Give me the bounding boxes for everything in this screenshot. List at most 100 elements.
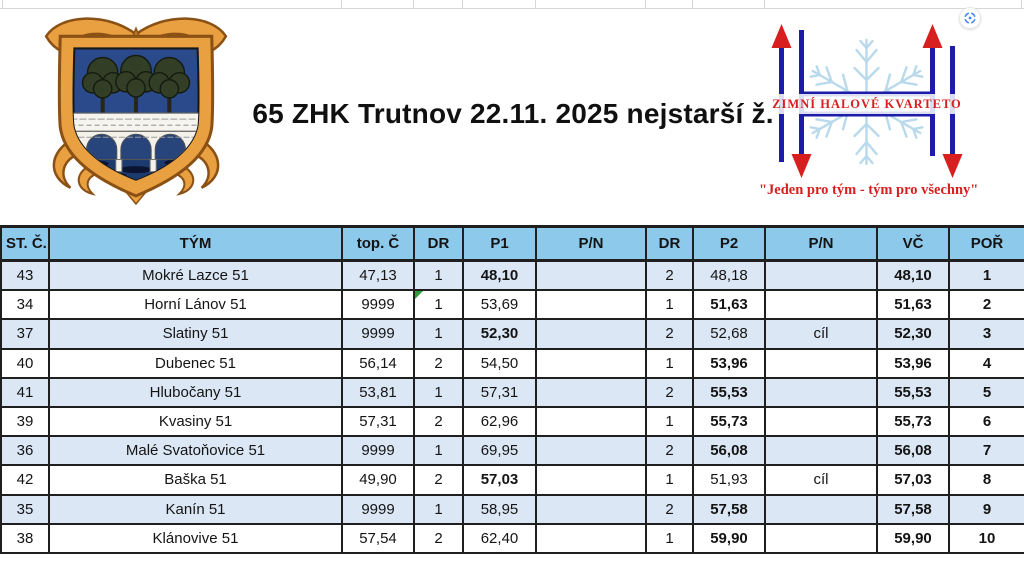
cell-p2[interactable]: 55,53 — [692, 376, 766, 408]
cell-pn1[interactable] — [535, 376, 647, 408]
cell-rank[interactable]: 7 — [948, 435, 1024, 467]
col-header-pn1[interactable]: P/N — [535, 225, 647, 262]
cell-pn2[interactable]: cíl — [764, 318, 878, 350]
cell-p1[interactable]: 62,40 — [462, 522, 537, 554]
cell-rank[interactable]: 2 — [948, 289, 1024, 321]
cell-dr2[interactable]: 1 — [645, 464, 694, 496]
cell-top-time[interactable]: 9999 — [341, 289, 415, 321]
cell-pn1[interactable] — [535, 289, 647, 321]
cell-pn2[interactable] — [764, 522, 878, 554]
cell-dr2[interactable]: 2 — [645, 493, 694, 525]
col-header-best-time[interactable]: VČ — [876, 225, 950, 262]
cell-start-number[interactable]: 38 — [0, 522, 50, 554]
cell-dr2[interactable]: 2 — [645, 259, 694, 292]
cell-pn1[interactable] — [535, 405, 647, 438]
cell-p2[interactable]: 56,08 — [692, 435, 766, 467]
cell-start-number[interactable]: 34 — [0, 289, 50, 321]
cell-dr2[interactable]: 2 — [645, 435, 694, 467]
cell-p2[interactable]: 48,18 — [692, 259, 766, 292]
cell-pn2[interactable] — [764, 347, 878, 379]
cell-top-time[interactable]: 57,54 — [341, 522, 415, 554]
cell-pn2[interactable] — [764, 435, 878, 467]
cell-team[interactable]: Hlubočany 51 — [48, 376, 343, 408]
cell-top-time[interactable]: 9999 — [341, 318, 415, 350]
cell-top-time[interactable]: 47,13 — [341, 259, 415, 292]
cell-pn2[interactable] — [764, 493, 878, 525]
cell-start-number[interactable]: 36 — [0, 435, 50, 467]
cell-team[interactable]: Klánovive 51 — [48, 522, 343, 554]
cell-start-number[interactable]: 40 — [0, 347, 50, 379]
cell-dr1[interactable]: 2 — [413, 464, 464, 496]
cell-team[interactable]: Horní Lánov 51 — [48, 289, 343, 321]
cell-p1[interactable]: 48,10 — [462, 259, 537, 292]
cell-rank[interactable]: 9 — [948, 493, 1024, 525]
col-header-pn2[interactable]: P/N — [764, 225, 878, 262]
cell-team[interactable]: Dubenec 51 — [48, 347, 343, 379]
cell-dr2[interactable]: 1 — [645, 289, 694, 321]
cell-top-time[interactable]: 56,14 — [341, 347, 415, 379]
cell-pn1[interactable] — [535, 522, 647, 554]
cell-team[interactable]: Malé Svatoňovice 51 — [48, 435, 343, 467]
cell-best-time[interactable]: 53,96 — [876, 347, 950, 379]
cell-dr1[interactable]: 1 — [413, 318, 464, 350]
cell-dr2[interactable]: 1 — [645, 522, 694, 554]
cell-team[interactable]: Kanín 51 — [48, 493, 343, 525]
cell-p1[interactable]: 69,95 — [462, 435, 537, 467]
cell-start-number[interactable]: 41 — [0, 376, 50, 408]
cell-dr1[interactable]: 1 — [413, 376, 464, 408]
cell-start-number[interactable]: 43 — [0, 259, 50, 292]
cell-best-time[interactable]: 56,08 — [876, 435, 950, 467]
cell-p1[interactable]: 53,69 — [462, 289, 537, 321]
cell-rank[interactable]: 10 — [948, 522, 1024, 554]
cell-pn1[interactable] — [535, 493, 647, 525]
cell-p1[interactable]: 62,96 — [462, 405, 537, 438]
cell-pn2[interactable] — [764, 289, 878, 321]
cell-pn2[interactable] — [764, 259, 878, 292]
cell-pn2[interactable] — [764, 405, 878, 438]
cell-best-time[interactable]: 57,58 — [876, 493, 950, 525]
cell-rank[interactable]: 8 — [948, 464, 1024, 496]
cell-dr1[interactable]: 2 — [413, 405, 464, 438]
cell-rank[interactable]: 3 — [948, 318, 1024, 350]
cell-start-number[interactable]: 37 — [0, 318, 50, 350]
cell-p2[interactable]: 59,90 — [692, 522, 766, 554]
cell-p2[interactable]: 51,63 — [692, 289, 766, 321]
cell-rank[interactable]: 1 — [948, 259, 1024, 292]
cell-top-time[interactable]: 9999 — [341, 493, 415, 525]
cell-p2[interactable]: 55,73 — [692, 405, 766, 438]
cell-best-time[interactable]: 51,63 — [876, 289, 950, 321]
cell-start-number[interactable]: 39 — [0, 405, 50, 438]
cell-pn2[interactable] — [764, 376, 878, 408]
cell-dr2[interactable]: 1 — [645, 405, 694, 438]
cell-top-time[interactable]: 57,31 — [341, 405, 415, 438]
cell-p2[interactable]: 51,93 — [692, 464, 766, 496]
cell-start-number[interactable]: 42 — [0, 464, 50, 496]
cell-rank[interactable]: 5 — [948, 376, 1024, 408]
cell-team[interactable]: Mokré Lazce 51 — [48, 259, 343, 292]
cell-dr1[interactable]: 1 — [413, 289, 464, 321]
cell-rank[interactable]: 6 — [948, 405, 1024, 438]
cell-p1[interactable]: 52,30 — [462, 318, 537, 350]
col-header-dr1[interactable]: DR — [413, 225, 464, 262]
col-header-p1[interactable]: P1 — [462, 225, 537, 262]
cell-best-time[interactable]: 48,10 — [876, 259, 950, 292]
cell-pn1[interactable] — [535, 259, 647, 292]
cell-team[interactable]: Kvasiny 51 — [48, 405, 343, 438]
cell-top-time[interactable]: 9999 — [341, 435, 415, 467]
cell-pn1[interactable] — [535, 347, 647, 379]
screen-capture-icon[interactable] — [959, 7, 981, 29]
cell-dr2[interactable]: 2 — [645, 376, 694, 408]
cell-best-time[interactable]: 52,30 — [876, 318, 950, 350]
cell-pn2[interactable]: cíl — [764, 464, 878, 496]
cell-top-time[interactable]: 49,90 — [341, 464, 415, 496]
cell-dr1[interactable]: 2 — [413, 347, 464, 379]
cell-rank[interactable]: 4 — [948, 347, 1024, 379]
cell-dr1[interactable]: 2 — [413, 522, 464, 554]
cell-p2[interactable]: 52,68 — [692, 318, 766, 350]
cell-start-number[interactable]: 35 — [0, 493, 50, 525]
cell-best-time[interactable]: 59,90 — [876, 522, 950, 554]
cell-best-time[interactable]: 55,73 — [876, 405, 950, 438]
col-header-p2[interactable]: P2 — [692, 225, 766, 262]
cell-dr1[interactable]: 1 — [413, 493, 464, 525]
col-header-start-number[interactable]: ST. Č. — [0, 225, 50, 262]
